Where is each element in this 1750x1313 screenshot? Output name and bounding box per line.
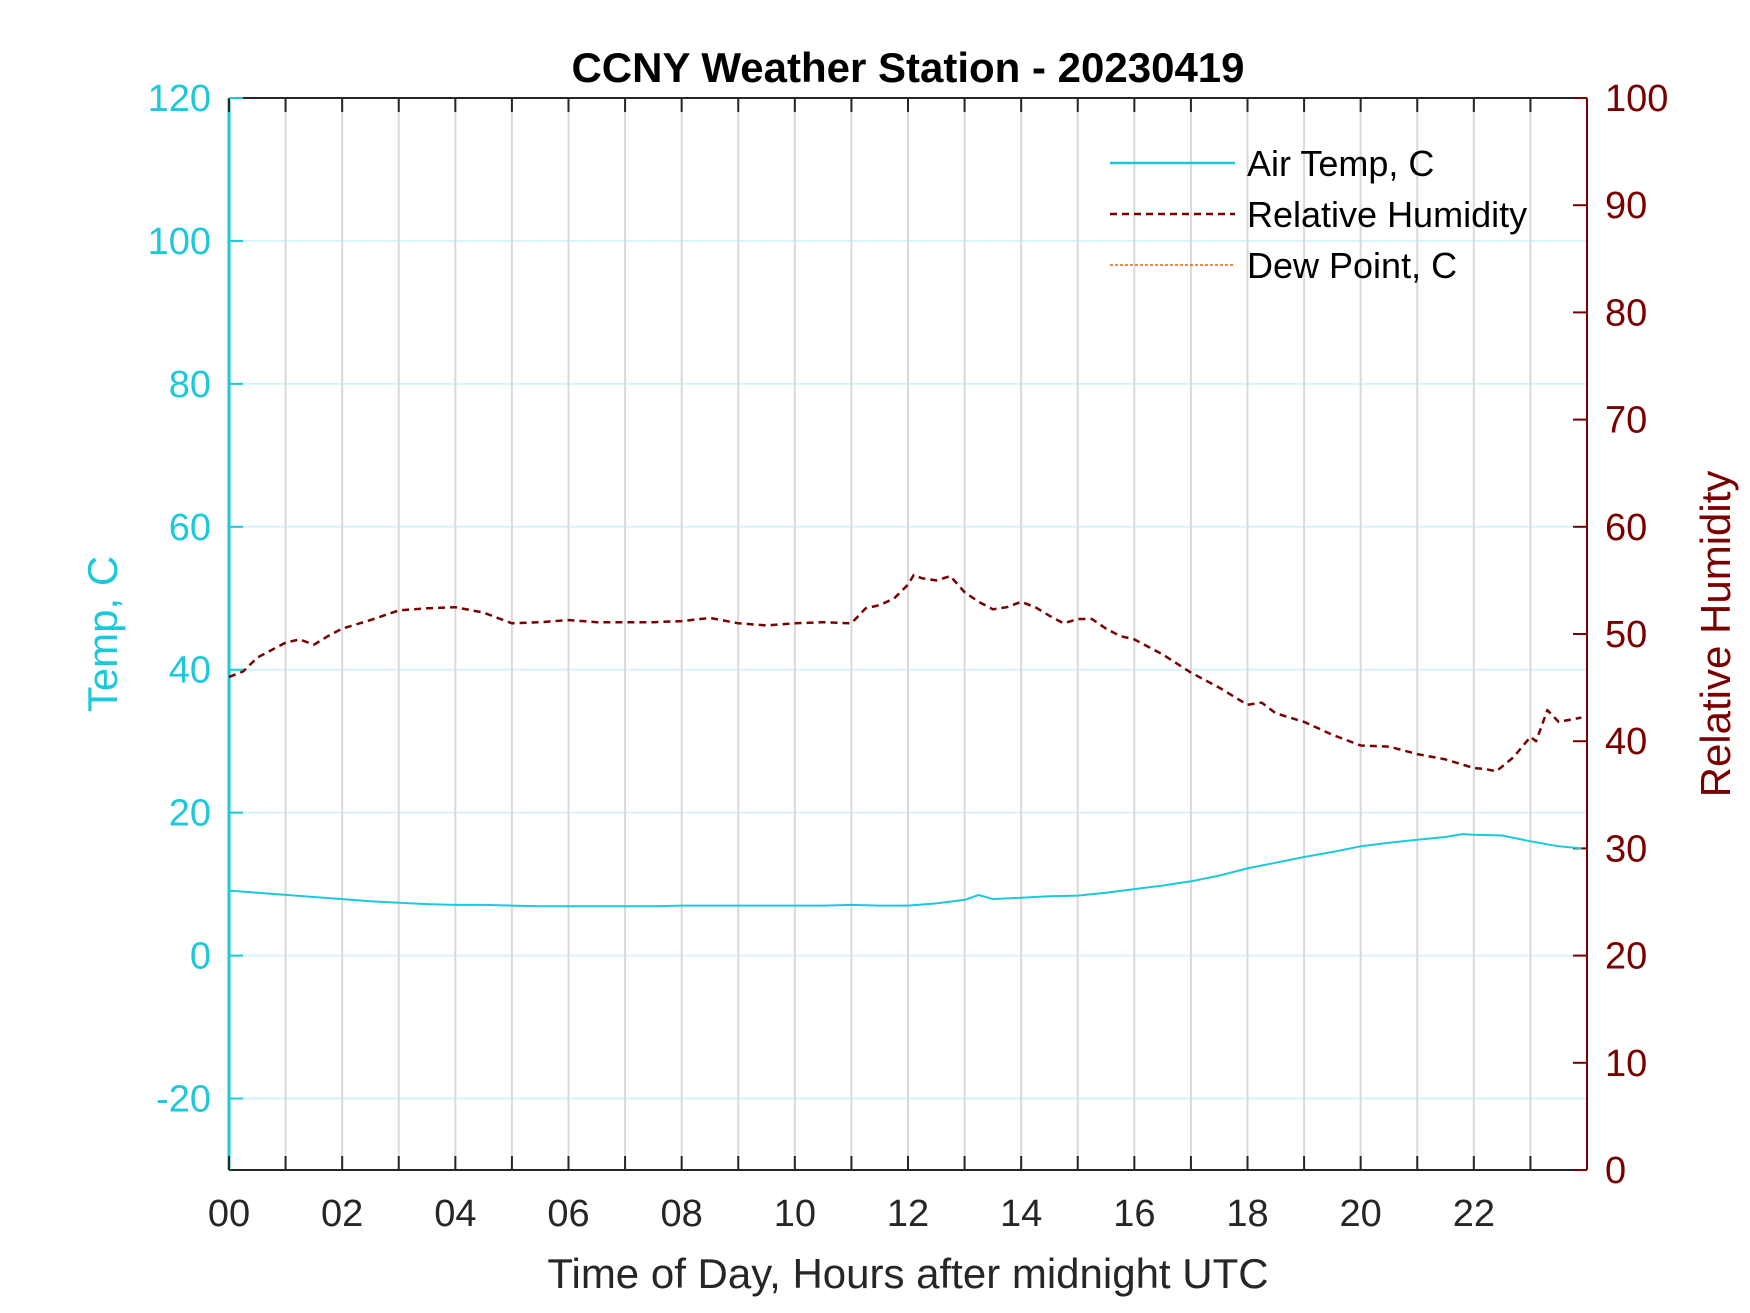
y-tick-label-left: 0	[190, 936, 211, 978]
y-tick-label-right: 40	[1605, 721, 1647, 763]
y-tick-label-left: 120	[148, 78, 211, 120]
x-tick-label: 14	[1000, 1193, 1042, 1235]
x-tick-label: 12	[887, 1193, 929, 1235]
x-tick-label: 18	[1226, 1193, 1268, 1235]
y-tick-label-left: -20	[156, 1079, 211, 1121]
x-tick-label: 06	[547, 1193, 589, 1235]
y-tick-label-left: 60	[169, 507, 211, 549]
x-tick-label: 00	[208, 1193, 250, 1235]
legend-label-3: Dew Point, C	[1247, 245, 1457, 286]
chart-title: CCNY Weather Station - 20230419	[571, 44, 1244, 91]
x-tick-label: 20	[1340, 1193, 1382, 1235]
series-line-2	[228, 573, 1582, 773]
y-tick-label-left: 40	[169, 650, 211, 692]
x-tick-label: 04	[434, 1193, 476, 1235]
y-tick-label-left: 80	[169, 364, 211, 406]
y-tick-label-left: 20	[169, 793, 211, 835]
y-axis-label-left: Temp, C	[79, 556, 126, 712]
legend: Air Temp, C Relative Humidity Dew Point, C	[1110, 143, 1527, 286]
y-tick-label-right: 50	[1605, 614, 1647, 656]
y-tick-label-right: 10	[1605, 1043, 1647, 1085]
x-tick-label: 16	[1113, 1193, 1155, 1235]
x-tick-label: 10	[774, 1193, 816, 1235]
x-axis-label: Time of Day, Hours after midnight UTC	[547, 1250, 1268, 1297]
y-tick-label-left: 100	[148, 221, 211, 263]
y-tick-label-right: 0	[1605, 1150, 1626, 1192]
legend-label-2: Relative Humidity	[1247, 194, 1527, 235]
y-tick-label-right: 60	[1605, 507, 1647, 549]
x-tick-label: 02	[321, 1193, 363, 1235]
y-tick-label-right: 30	[1605, 828, 1647, 870]
y-tick-label-right: 90	[1605, 185, 1647, 227]
y-tick-label-right: 80	[1605, 292, 1647, 334]
y-tick-label-right: 70	[1605, 400, 1647, 442]
legend-label-1: Air Temp, C	[1247, 143, 1434, 184]
y-tick-label-right: 100	[1605, 78, 1668, 120]
plot-area: 00 02 04 06 08 10 12 14 16 18 20 22-200204060801001…	[148, 78, 1669, 1235]
x-tick-label: 08	[661, 1193, 703, 1235]
y-axis-label-right: Relative Humidity	[1692, 471, 1739, 798]
y-tick-label-right: 20	[1605, 936, 1647, 978]
series-line-1	[228, 833, 1582, 908]
x-tick-label: 22	[1453, 1193, 1495, 1235]
